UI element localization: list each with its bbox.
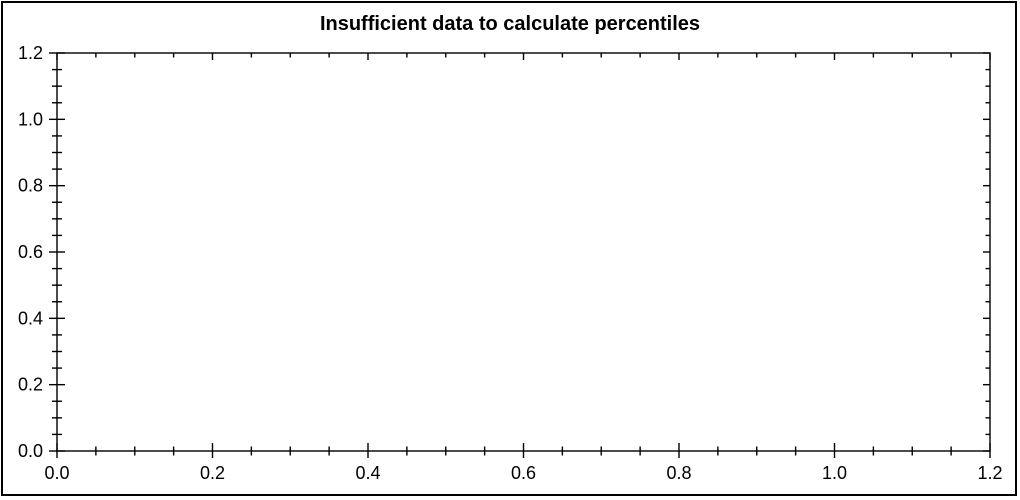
x-tick-label: 0.6: [511, 463, 536, 483]
x-tick-label: 0.2: [200, 463, 225, 483]
x-tick-label: 1.2: [977, 463, 1002, 483]
x-tick-label: 0.4: [355, 463, 380, 483]
y-tick-label: 0.6: [18, 242, 43, 262]
y-tick-label: 0.8: [18, 176, 43, 196]
y-tick-label: 0.2: [18, 375, 43, 395]
x-tick-label: 0.0: [44, 463, 69, 483]
y-tick-label: 0.4: [18, 308, 43, 328]
plot-frame: [56, 52, 991, 452]
y-tick-label: 1.0: [18, 109, 43, 129]
x-tick-label: 0.8: [666, 463, 691, 483]
y-tick-label: 1.2: [18, 43, 43, 63]
chart-title: Insufficient data to calculate percentil…: [319, 13, 701, 35]
y-tick-label: 0.0: [18, 441, 43, 461]
x-tick-label: 1.0: [822, 463, 847, 483]
